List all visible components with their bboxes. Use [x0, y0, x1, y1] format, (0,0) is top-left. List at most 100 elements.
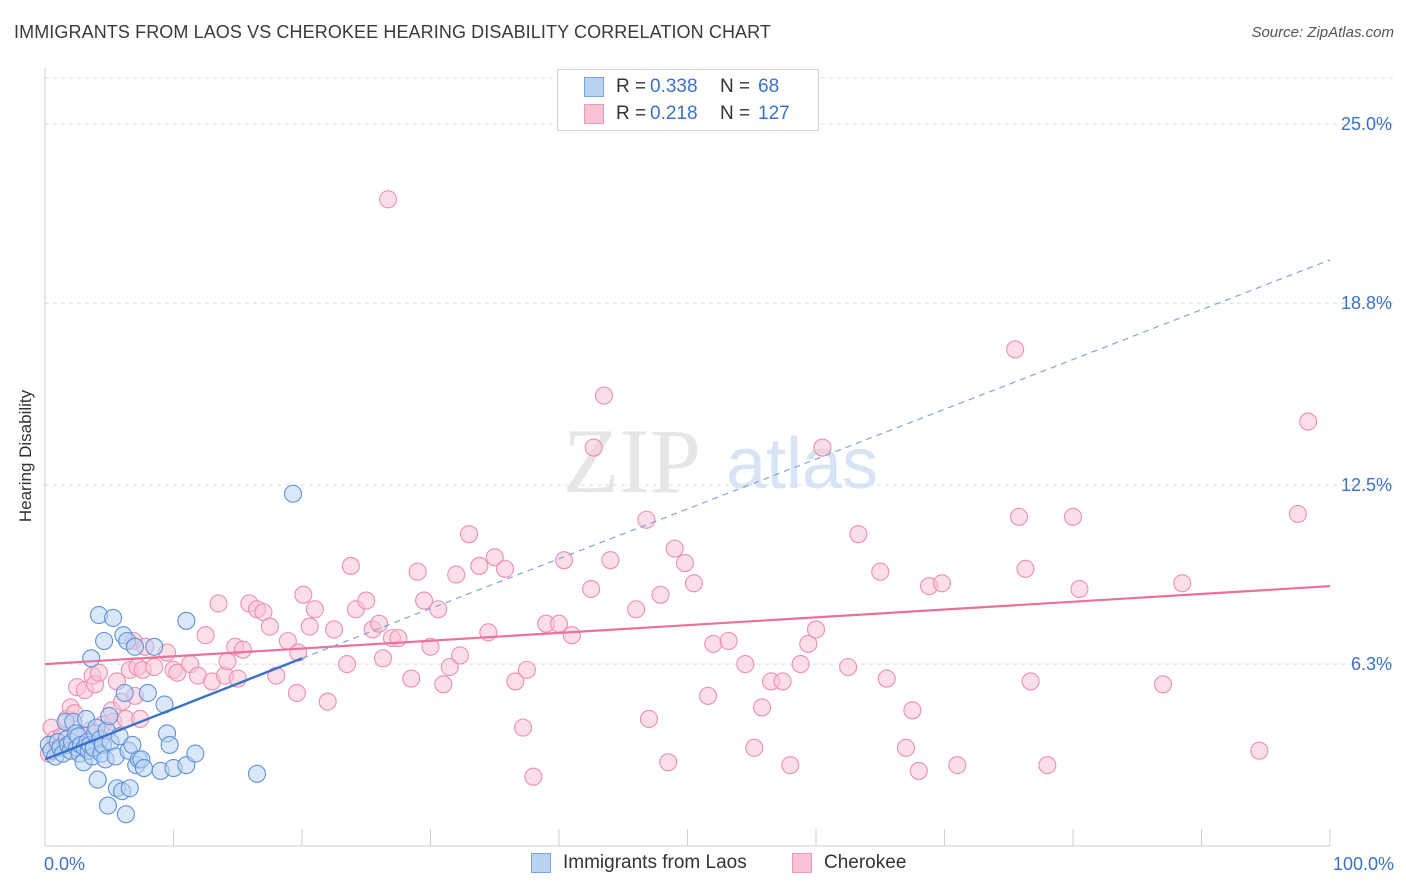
data-point — [562, 626, 581, 645]
data-point — [104, 608, 123, 627]
legend-swatch-laos — [584, 77, 604, 97]
chart-title: IMMIGRANTS FROM LAOS VS CHEROKEE HEARING… — [14, 22, 772, 42]
data-point — [1021, 672, 1040, 691]
data-point — [665, 539, 684, 558]
data-point — [177, 611, 196, 630]
data-point — [115, 683, 134, 703]
data-point — [752, 698, 772, 717]
data-point — [1153, 675, 1172, 694]
data-point — [447, 565, 466, 584]
x-tick-labels: 0.0% 100.0% — [44, 854, 1394, 874]
data-point — [289, 643, 308, 662]
trend-line-laos-extension — [301, 259, 1331, 659]
data-point — [134, 758, 153, 778]
data-point — [318, 692, 337, 711]
data-point — [839, 657, 858, 677]
legend-n-value: 127 — [758, 103, 790, 124]
bottom-legend: Immigrants from Laos Cherokee — [0, 852, 1406, 878]
data-point — [485, 548, 504, 567]
data-point — [637, 510, 656, 529]
y-tick-label: 6.3% — [1351, 654, 1392, 674]
data-point — [555, 551, 574, 570]
data-point — [495, 559, 515, 578]
data-point — [871, 562, 890, 581]
y-tick-label: 18.8% — [1341, 293, 1392, 313]
data-point — [1173, 574, 1192, 593]
y-tick-label: 25.0% — [1341, 114, 1392, 134]
watermark-atlas: atlas — [726, 424, 878, 504]
watermark: ZIP atlas — [563, 410, 878, 512]
data-point — [459, 525, 479, 544]
data-point — [283, 484, 303, 503]
data-point — [196, 626, 215, 645]
data-point — [98, 796, 118, 815]
legend-swatch-cherokee — [792, 853, 812, 873]
data-point — [651, 585, 670, 604]
data-point — [305, 600, 324, 619]
bottom-legend-item-cherokee[interactable]: Cherokee — [792, 852, 906, 874]
data-point — [1006, 340, 1025, 359]
data-point — [451, 646, 470, 665]
data-point — [209, 594, 228, 613]
legend-n-value: 68 — [758, 76, 780, 97]
data-point — [791, 655, 810, 674]
data-point — [1063, 507, 1083, 526]
data-point — [639, 709, 659, 729]
source-label: Source: ZipAtlas.com — [1251, 24, 1394, 41]
data-point — [145, 657, 164, 677]
data-point — [357, 591, 376, 610]
series-cherokee — [39, 190, 1318, 786]
legend-r-label: R = — [616, 103, 647, 124]
data-point — [341, 556, 360, 575]
data-point — [719, 631, 738, 651]
data-point — [470, 556, 489, 575]
data-point — [370, 614, 389, 633]
bottom-legend-label-cherokee: Cherokee — [824, 852, 907, 873]
data-point — [421, 637, 440, 656]
legend-n-label: N = — [720, 76, 751, 97]
data-point — [849, 525, 868, 544]
data-point — [145, 637, 164, 656]
data-point — [684, 574, 703, 593]
data-point — [948, 756, 967, 775]
data-point — [440, 657, 459, 677]
x-tick-label: 100.0% — [1333, 854, 1394, 874]
data-point — [813, 438, 832, 457]
data-point — [745, 738, 764, 757]
data-point — [584, 438, 603, 457]
data-point — [138, 683, 157, 703]
data-point — [294, 585, 313, 604]
data-point — [659, 753, 678, 772]
watermark-zip: ZIP — [563, 410, 701, 512]
data-point — [704, 634, 723, 653]
data-point — [287, 683, 306, 703]
x-tick-label: 0.0% — [44, 854, 85, 874]
data-point — [524, 767, 543, 786]
data-point — [806, 620, 826, 639]
data-point — [160, 735, 179, 754]
legend-row-cherokee: R = 0.218 N = 127 — [584, 103, 790, 125]
data-point — [88, 770, 107, 789]
data-point — [120, 779, 139, 798]
legend-row-laos: R = 0.338 N = 68 — [584, 76, 779, 98]
trend-line-laos — [44, 657, 303, 761]
data-point — [1299, 412, 1318, 431]
data-point — [408, 562, 427, 581]
axes — [44, 68, 1331, 847]
data-point — [736, 655, 755, 674]
data-point — [1288, 504, 1307, 524]
data-point — [402, 669, 421, 688]
data-point — [877, 669, 896, 688]
data-point — [903, 701, 922, 720]
data-point — [909, 761, 928, 780]
data-point — [773, 672, 792, 691]
data-point — [627, 600, 646, 619]
bottom-legend-item-laos[interactable]: Immigrants from Laos — [531, 852, 747, 874]
trend-line-cherokee — [44, 585, 1331, 666]
bottom-legend-label-laos: Immigrants from Laos — [563, 852, 747, 873]
legend-r-value: 0.218 — [650, 103, 698, 124]
data-point — [1070, 579, 1089, 599]
data-point — [415, 591, 434, 610]
data-point — [337, 655, 357, 674]
